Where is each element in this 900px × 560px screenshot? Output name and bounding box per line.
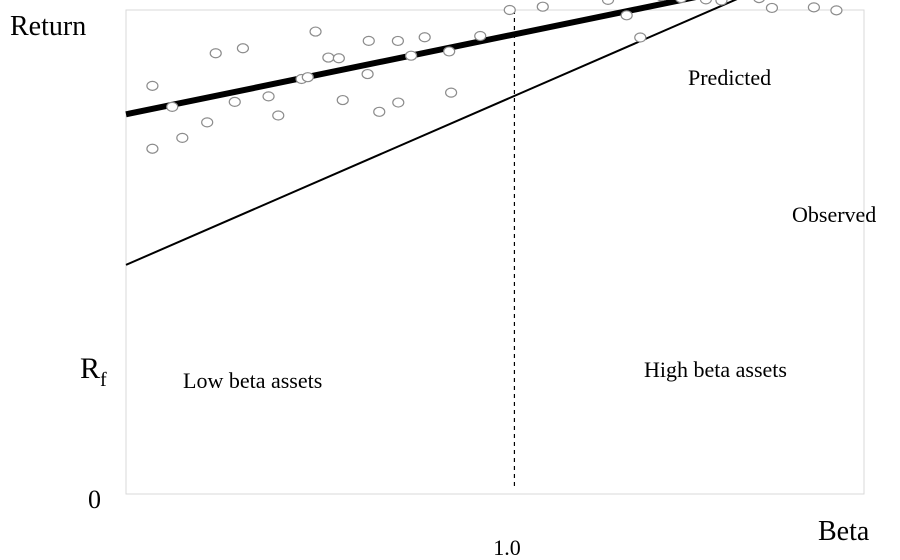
region-label-low-beta: Low beta assets	[183, 368, 322, 393]
scatter-point	[362, 35, 375, 46]
rf-label-sub: f	[100, 369, 107, 391]
scatter-point	[201, 117, 214, 128]
scatter-points	[146, 0, 843, 154]
scatter-point	[753, 0, 765, 4]
plot-area	[125, 0, 865, 495]
scatter-point	[503, 4, 516, 16]
scatter-point	[601, 0, 615, 5]
series-line-observed	[125, 0, 697, 118]
x-tick-label-market-beta: 1.0	[493, 535, 521, 560]
plot-frame	[125, 9, 865, 495]
series-label-observed: Observed	[792, 202, 876, 227]
scatter-point	[236, 43, 250, 54]
scatter-point	[146, 80, 159, 91]
scatter-point	[620, 10, 633, 21]
scatter-point	[322, 52, 335, 63]
scatter-point	[391, 35, 404, 47]
series-lines	[125, 0, 738, 266]
scatter-point	[209, 48, 222, 59]
rf-label-main: R	[80, 352, 100, 385]
scatter-point	[445, 87, 458, 98]
series-line-predicted	[125, 0, 738, 266]
y-origin-label: 0	[88, 485, 101, 514]
scatter-point	[418, 32, 431, 43]
scatter-point	[309, 26, 322, 37]
scatter-point	[301, 72, 314, 83]
scatter-point	[166, 101, 179, 112]
scatter-point	[272, 110, 285, 121]
scatter-point	[443, 46, 456, 57]
rf-label: Rf	[80, 352, 107, 391]
region-label-high-beta: High beta assets	[644, 357, 787, 382]
scatter-point	[634, 32, 647, 43]
scatter-point	[146, 143, 159, 154]
scatter-point	[715, 0, 728, 6]
scatter-point	[336, 94, 349, 106]
scatter-point	[699, 0, 712, 5]
scatter-point	[392, 97, 405, 108]
scatter-point	[228, 96, 241, 108]
scatter-point	[675, 0, 687, 4]
scatter-point	[361, 68, 374, 80]
series-label-predicted: Predicted	[688, 65, 771, 90]
scatter-point	[657, 0, 666, 2]
scatter-point	[176, 132, 189, 143]
y-axis-label: Return	[10, 11, 86, 42]
scatter-point	[807, 2, 820, 13]
scatter-point	[830, 5, 843, 16]
x-axis-label: Beta	[818, 516, 870, 547]
scatter-point	[332, 53, 345, 64]
scatter-point	[405, 50, 418, 61]
scatter-point	[373, 106, 386, 117]
scatter-point	[536, 1, 549, 12]
scatter-point	[765, 2, 779, 14]
scatter-point	[474, 30, 487, 42]
scatter-point	[262, 91, 275, 102]
